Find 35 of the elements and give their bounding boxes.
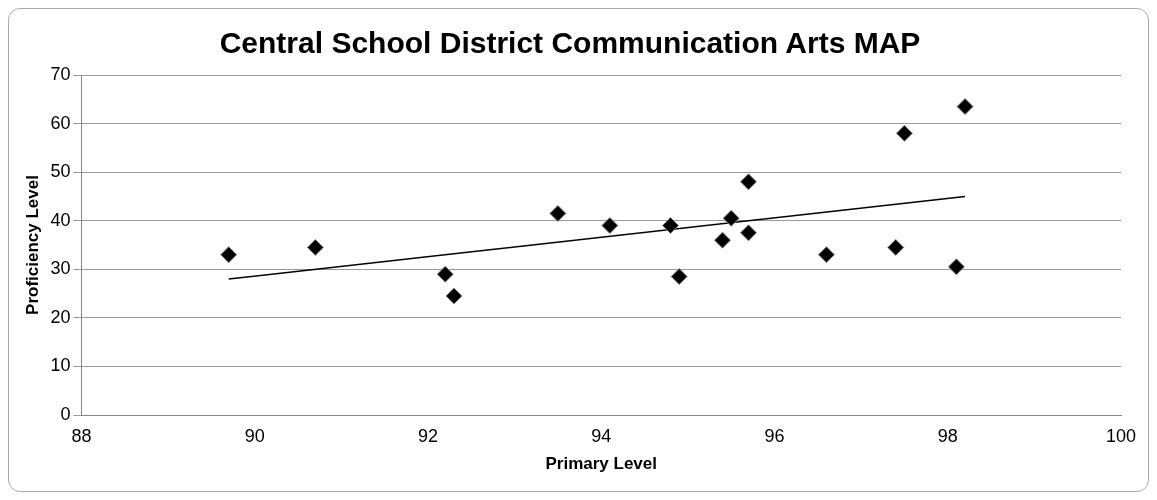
point (722, 209, 740, 227)
y-tick-label: 60 (50, 112, 71, 133)
x-tick-label: 96 (764, 425, 785, 446)
point (887, 238, 905, 256)
point (739, 173, 757, 191)
x-tick-label: 100 (1105, 425, 1137, 446)
x-tick-label: 98 (937, 425, 958, 446)
x-tick-label: 92 (417, 425, 438, 446)
point (895, 124, 913, 142)
point (739, 224, 757, 242)
y-axis-title: Proficiency Level (22, 175, 42, 315)
y-tick-label: 10 (50, 355, 71, 376)
x-axis-title: Primary Level (545, 454, 657, 474)
y-tick-label: 70 (50, 63, 71, 84)
y-tick-label: 0 (60, 403, 71, 424)
point (947, 258, 965, 276)
point (445, 287, 463, 305)
y-tick-label: 50 (50, 161, 71, 182)
point (306, 238, 324, 256)
y-tick-label: 30 (50, 258, 71, 279)
x-tick-label: 90 (244, 425, 265, 446)
point (601, 217, 619, 235)
point (714, 231, 731, 249)
y-tick-label: 20 (50, 306, 71, 327)
point (817, 246, 835, 264)
point (549, 204, 567, 222)
point (670, 268, 688, 286)
x-tick-label: 94 (591, 425, 612, 446)
x-tick-label: 88 (71, 425, 92, 446)
point (436, 265, 454, 283)
point (220, 246, 238, 264)
point (662, 217, 680, 235)
chart-title: Central School District Communication Arts MAP (219, 26, 921, 60)
y-tick-label: 40 (50, 209, 71, 230)
point (956, 98, 974, 116)
